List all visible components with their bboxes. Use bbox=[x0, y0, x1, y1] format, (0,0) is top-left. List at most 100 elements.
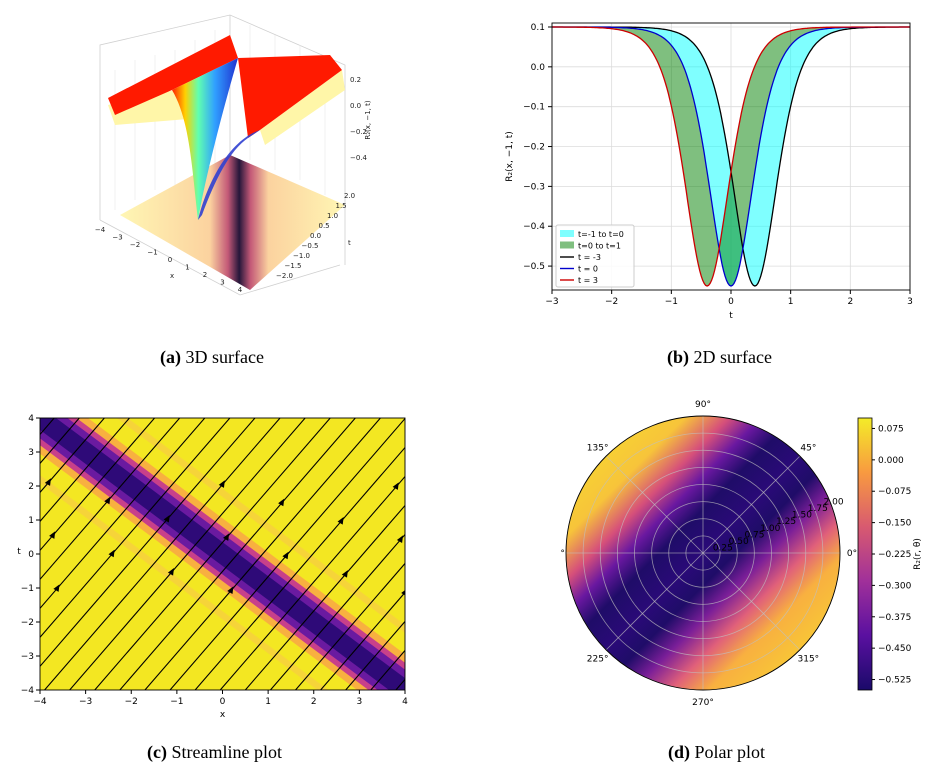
trough-wall-left bbox=[172, 58, 238, 220]
y-axis-label: R₂(x, −1, t) bbox=[505, 131, 515, 181]
streamline-arrow bbox=[227, 586, 234, 594]
t-tick-label: 2.0 bbox=[344, 192, 355, 200]
x-tick-label: 3 bbox=[357, 697, 363, 707]
x-tick-label: 4 bbox=[238, 286, 243, 294]
t-axis-label: t bbox=[348, 239, 351, 247]
left-top-surface bbox=[108, 35, 238, 115]
caption-c-tag: (c) bbox=[147, 742, 167, 762]
t-tick-label: 0.0 bbox=[310, 232, 321, 240]
caption-c: (c) Streamline plot bbox=[147, 742, 282, 763]
colorbar-tick-label: −0.525 bbox=[878, 676, 911, 686]
t-tick-label: 0.5 bbox=[319, 222, 330, 230]
z-tick-label: 0.2 bbox=[350, 76, 361, 84]
t-tick-label: −1.5 bbox=[285, 262, 302, 270]
x-tick-label: 0 bbox=[168, 256, 172, 264]
t-tick-label: −0.5 bbox=[302, 242, 319, 250]
streamline bbox=[40, 418, 105, 494]
angle-tick-label: 135° bbox=[587, 444, 609, 454]
x-axis-label: t bbox=[729, 311, 733, 321]
streamline-arrow bbox=[104, 496, 111, 505]
streamline bbox=[295, 562, 405, 690]
y-tick-label: −0.2 bbox=[523, 143, 545, 153]
legend-label: t=-1 to t=0 bbox=[578, 230, 624, 239]
angle-tick-label: 180° bbox=[560, 549, 565, 559]
streamline bbox=[119, 418, 356, 690]
colorbar bbox=[857, 417, 873, 691]
streamline bbox=[94, 418, 331, 690]
streamline-arrow bbox=[223, 533, 230, 541]
x-tick-label: −3 bbox=[112, 234, 122, 242]
x-tick-label: 3 bbox=[907, 297, 913, 307]
streamline bbox=[40, 418, 155, 552]
y-tick-label: 0.1 bbox=[531, 23, 545, 33]
x-tick-label: 0 bbox=[728, 297, 734, 307]
y-tick-label: 4 bbox=[28, 414, 34, 424]
legend-label: t = 3 bbox=[578, 276, 598, 285]
tick-labels: −4 −3 −2 −1 0 1 2 3 4 −2.0 −1.5 −1.0 −0.5 0.0 0.5 1.0 1.… bbox=[95, 76, 368, 294]
caption-a: (a) 3D surface bbox=[160, 347, 264, 368]
angular-grid-line bbox=[605, 455, 704, 554]
t-tick-label: −1.0 bbox=[293, 252, 310, 260]
streamline-arrow bbox=[49, 531, 56, 539]
y-tick-label: −4 bbox=[21, 686, 35, 696]
angle-tick-label: 45° bbox=[800, 444, 816, 454]
radial-tick-label: 1.50 bbox=[792, 511, 812, 521]
x-tick-label: 1 bbox=[265, 697, 271, 707]
colorbar-tick-label: −0.300 bbox=[878, 581, 912, 591]
radial-tick-label: 0.50 bbox=[729, 537, 749, 547]
streamline-arrow bbox=[167, 568, 175, 576]
streamline bbox=[40, 418, 130, 523]
x-tick-label: 1 bbox=[788, 297, 794, 307]
legend-box bbox=[555, 224, 635, 288]
radial-tick-label: 2.00 bbox=[824, 498, 844, 508]
legend-label: t = 0 bbox=[578, 265, 598, 274]
right-top-surface bbox=[238, 55, 342, 138]
streamline bbox=[40, 418, 256, 668]
fill-t-0-to-1 bbox=[552, 27, 910, 286]
legend-label: t = -3 bbox=[578, 253, 601, 262]
colorbar-tick-label: 0.000 bbox=[878, 456, 904, 466]
heatmap-field bbox=[40, 418, 405, 690]
t-tick-label: 1.0 bbox=[327, 212, 338, 220]
z-axis-label: R₂(x, −1, t) bbox=[364, 100, 372, 140]
y-tick-label: −0.4 bbox=[523, 222, 545, 232]
y-tick-label: 3 bbox=[28, 448, 34, 458]
angle-tick-label: 225° bbox=[587, 654, 609, 664]
x-tick-label: 3 bbox=[220, 279, 224, 287]
streamline bbox=[194, 446, 405, 690]
colorbar-tick-label: −0.375 bbox=[878, 613, 911, 623]
caption-d-tag: (d) bbox=[668, 742, 690, 762]
panel-c-streamline: −4 −3 −2 −1 0 1 2 3 4 −4 −3 −2 −1 0 1 2 3 4 x t bbox=[17, 414, 408, 718]
caption-a-text: 3D surface bbox=[185, 347, 264, 367]
caption-a-tag: (a) bbox=[160, 347, 181, 367]
x-tick-label: −3 bbox=[545, 297, 558, 307]
streamline bbox=[219, 475, 405, 690]
y-tick-label: 1 bbox=[28, 516, 34, 526]
x-tick-label: 2 bbox=[203, 271, 207, 279]
t-tick-label: −2.0 bbox=[276, 272, 293, 280]
streamline bbox=[40, 418, 181, 581]
y-axis-label: t bbox=[17, 547, 21, 557]
caption-c-text: Streamline plot bbox=[171, 742, 282, 762]
caption-b: (b) 2D surface bbox=[667, 347, 772, 368]
radial-tick-label: 0.75 bbox=[744, 530, 764, 540]
streamline-arrow bbox=[282, 551, 289, 560]
panel-a-3d-surface: −4 −3 −2 −1 0 1 2 3 4 −2.0 −1.5 −1.0 −0.5 0.0 0.5 1.0 1.… bbox=[95, 14, 372, 296]
y-tick-label: 0 bbox=[28, 550, 34, 560]
angular-grid-line bbox=[702, 552, 801, 651]
streamline-arrow bbox=[163, 514, 170, 523]
streamline-arrow bbox=[392, 482, 399, 490]
x-axis-label: x bbox=[170, 272, 174, 280]
band-highlight bbox=[116, 418, 405, 633]
caption-d: (d) Polar plot bbox=[668, 742, 765, 763]
y-tick-label: −3 bbox=[21, 652, 34, 662]
radial-tick-label: 1.00 bbox=[760, 524, 780, 534]
streamline-arrow bbox=[341, 570, 348, 578]
streamline-arrow bbox=[278, 498, 285, 507]
y-tick-label: 2 bbox=[28, 482, 34, 492]
legend-label: t=0 to t=1 bbox=[578, 242, 621, 251]
x-tick-label: −2 bbox=[605, 297, 618, 307]
colorbar-tick-label: −0.225 bbox=[878, 550, 911, 560]
z-tick-label: −0.4 bbox=[350, 154, 368, 162]
streamline-arrow bbox=[401, 588, 405, 596]
